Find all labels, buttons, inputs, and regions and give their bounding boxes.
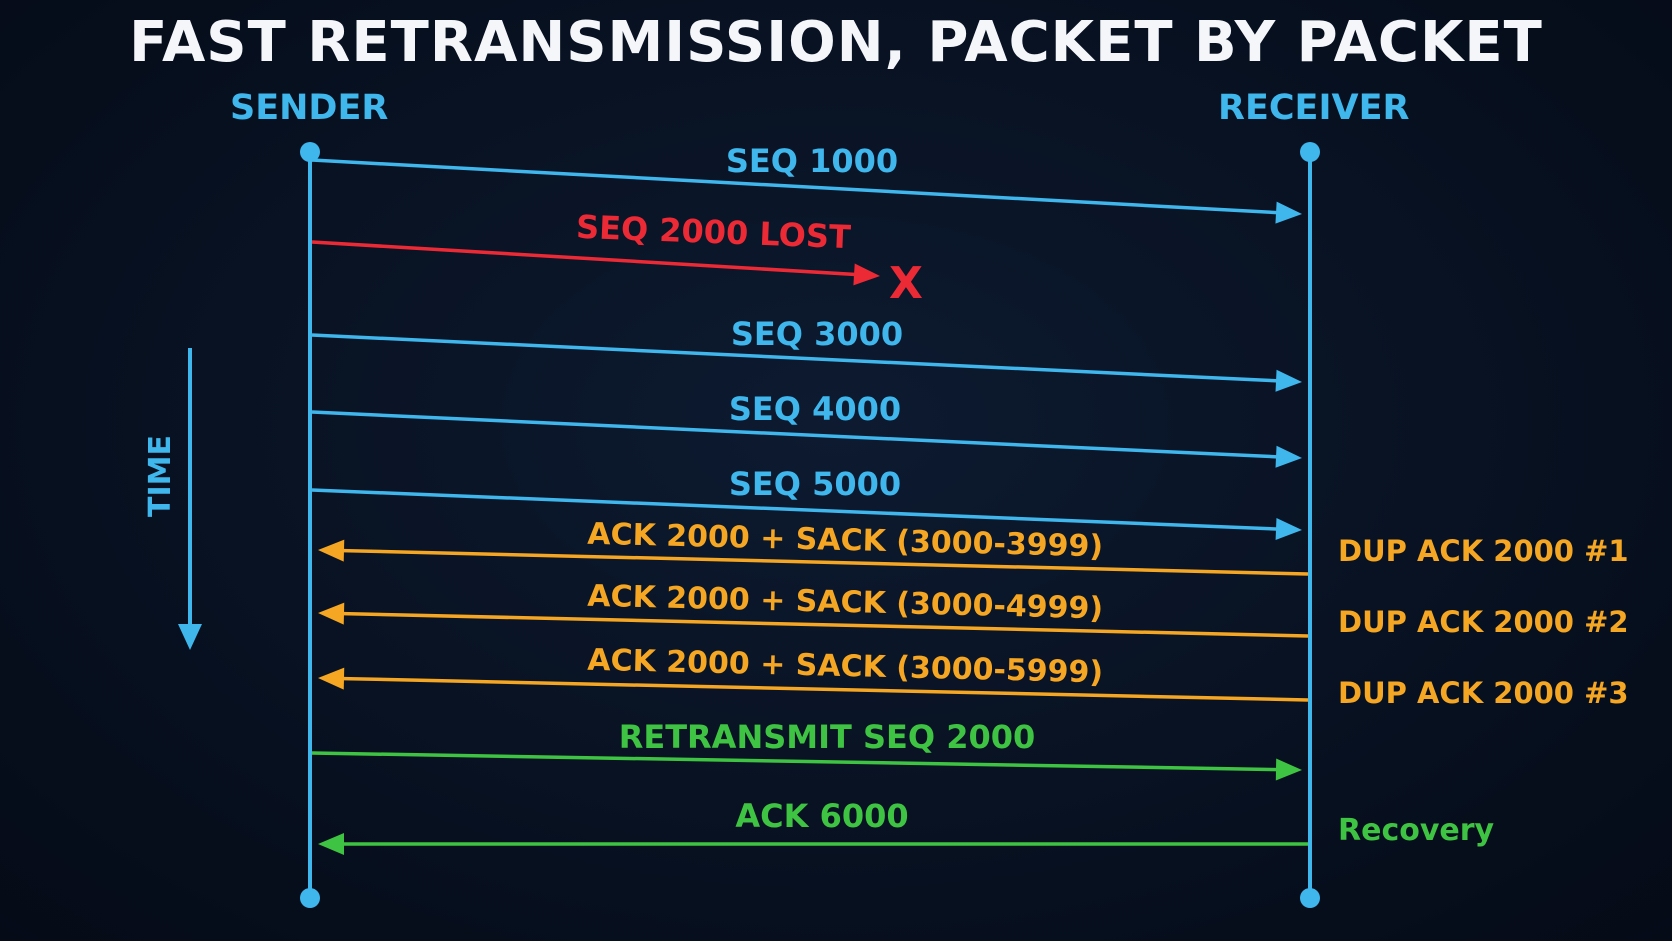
arrow-head (318, 667, 345, 690)
message-ack-6000: ACK 6000 Recovery (318, 797, 1495, 855)
message-label: SEQ 5000 (729, 465, 901, 503)
arrow-line (337, 611, 1309, 638)
arrow-line (337, 548, 1309, 576)
message-label: ACK 2000 + SACK (3000-4999) (587, 579, 1104, 627)
sender-lifeline (300, 142, 320, 908)
arrow-head (318, 539, 345, 562)
time-label: TIME (143, 435, 178, 517)
message-seq-1000: SEQ 1000 (311, 142, 1302, 224)
time-axis: TIME (143, 348, 202, 650)
arrow-head (1275, 201, 1302, 224)
arrow-head (1275, 369, 1302, 392)
message-seq-4000: SEQ 4000 (311, 390, 1302, 468)
message-note: DUP ACK 2000 #1 (1338, 534, 1629, 568)
message-label: SEQ 4000 (729, 390, 901, 428)
arrow-line (311, 751, 1283, 772)
receiver-label: RECEIVER (1218, 88, 1410, 128)
message-note: DUP ACK 2000 #2 (1338, 605, 1629, 639)
message-ack-sack-3: ACK 2000 + SACK (3000-5999) DUP ACK 2000 … (318, 643, 1629, 710)
message-label: ACK 2000 + SACK (3000-5999) (587, 643, 1104, 691)
message-label: SEQ 1000 (726, 142, 898, 180)
arrow-head (318, 833, 344, 855)
message-seq-3000: SEQ 3000 (311, 315, 1302, 392)
message-label: SEQ 3000 (731, 315, 903, 353)
arrow-line (311, 488, 1283, 531)
message-ack-sack-1: ACK 2000 + SACK (3000-3999) DUP ACK 2000 … (318, 517, 1629, 576)
receiver-lifeline (1300, 142, 1320, 908)
message-label: SEQ 2000 LOST (575, 208, 851, 257)
message-label: RETRANSMIT SEQ 2000 (619, 718, 1036, 756)
diagram-title: FAST RETRANSMISSION, PACKET BY PACKET (129, 10, 1543, 75)
time-arrow-head (178, 624, 202, 650)
message-note: DUP ACK 2000 #3 (1338, 676, 1629, 710)
arrow-line (311, 333, 1283, 383)
lost-x-icon: X (889, 258, 923, 309)
arrow-line (311, 410, 1283, 459)
message-ack-sack-2: ACK 2000 + SACK (3000-4999) DUP ACK 2000 … (318, 579, 1629, 639)
arrow-line (311, 158, 1283, 215)
message-arrows: SEQ 1000 SEQ 2000 LOST X SEQ 3000 SEQ 4000 SE… (311, 142, 1629, 855)
message-label: ACK 6000 (735, 797, 908, 835)
message-seq-5000: SEQ 5000 (311, 465, 1302, 540)
message-seq-2000-lost: SEQ 2000 LOST X (311, 208, 923, 309)
arrow-line (311, 240, 861, 277)
arrow-head (1275, 517, 1302, 540)
message-note: Recovery (1338, 813, 1495, 848)
sender-label: SENDER (230, 88, 389, 128)
arrow-head (1275, 758, 1302, 781)
arrow-head (853, 263, 880, 286)
message-retransmit-2000: RETRANSMIT SEQ 2000 (311, 718, 1302, 781)
arrow-head (318, 602, 345, 625)
arrow-head (1275, 445, 1302, 468)
arrow-line (337, 676, 1309, 702)
